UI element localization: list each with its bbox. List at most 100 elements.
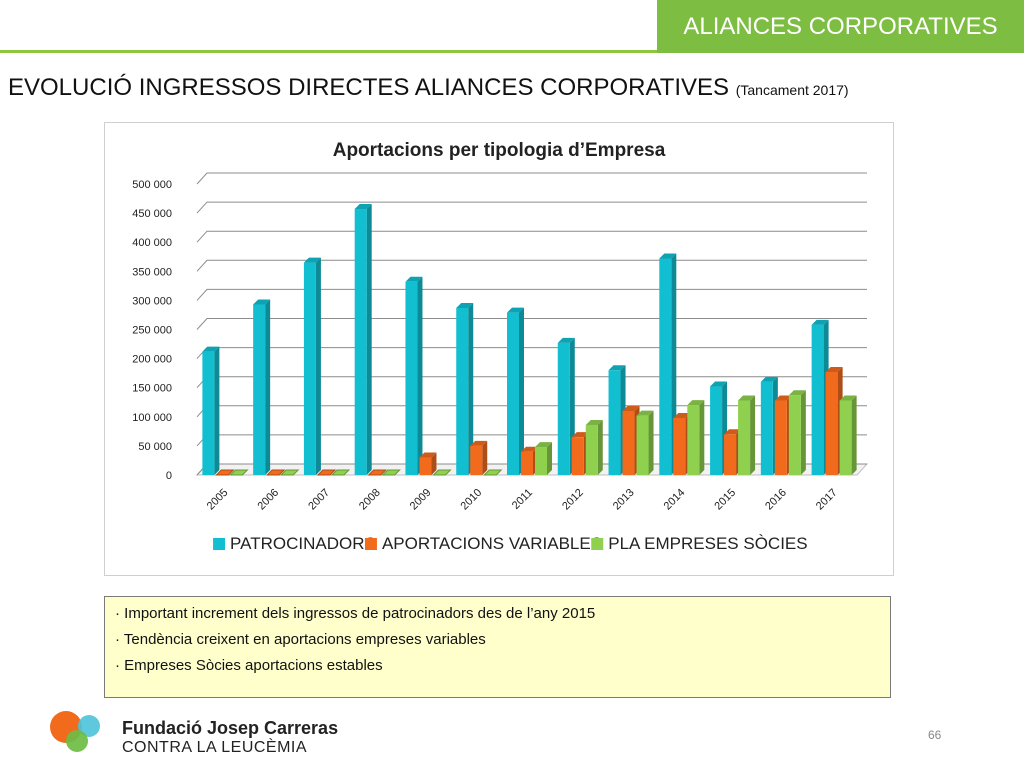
bar-side — [648, 410, 654, 475]
x-tick-label: 2017 — [814, 487, 840, 513]
chart-title: Aportacions per tipologia d’Empresa — [333, 140, 666, 161]
legend-swatch — [364, 538, 377, 550]
y-tick-label: 100 000 — [132, 412, 172, 424]
page-title-text: EVOLUCIÓ INGRESSOS DIRECTES ALIANCES COR… — [8, 74, 730, 101]
bar-top — [724, 429, 742, 435]
bar — [483, 469, 503, 476]
bar — [419, 457, 432, 475]
x-tick-label: 2016 — [763, 487, 789, 513]
bar-top — [456, 302, 474, 308]
bar — [673, 417, 686, 475]
bar-top — [521, 446, 538, 452]
y-tick-label: 300 000 — [132, 295, 172, 307]
bar-side — [214, 346, 220, 475]
bar-side — [519, 307, 524, 475]
bar — [774, 400, 787, 475]
bar-top — [825, 366, 843, 372]
bar — [456, 307, 469, 475]
notes-box: · Important increment dels ingressos de … — [104, 596, 891, 698]
bar-top — [253, 299, 271, 305]
bar — [354, 209, 367, 475]
bar — [229, 469, 249, 476]
gridline — [196, 318, 867, 330]
bar — [316, 469, 337, 476]
x-tick-label: 2010 — [459, 487, 485, 513]
section-label: ALIANCES CORPORATIVES — [683, 12, 998, 40]
x-tick-label: 2015 — [712, 487, 738, 513]
bar-side — [800, 390, 806, 475]
bar-top — [622, 405, 640, 411]
gridline — [196, 259, 867, 272]
x-tick-label: 2009 — [408, 487, 434, 513]
bar — [535, 447, 547, 475]
bar — [738, 400, 751, 475]
bar-chart: Aportacions per tipologia d’Empresa 0 50 0… — [132, 140, 869, 553]
bar — [507, 312, 519, 475]
bar-side — [417, 276, 423, 475]
bar — [636, 415, 649, 475]
x-tick-label: 2005 — [205, 487, 231, 513]
bar-side — [482, 440, 488, 475]
bar-side — [699, 400, 705, 475]
x-tick-label: 2007 — [306, 487, 332, 513]
bar — [432, 469, 452, 476]
gridline — [196, 201, 867, 214]
bar-top — [585, 419, 603, 425]
bar — [571, 437, 584, 475]
bar-top — [608, 365, 626, 371]
legend-label: APORTACIONS VARIABLES — [382, 534, 602, 553]
bar — [622, 410, 635, 475]
bar-side — [431, 452, 437, 475]
bar-top — [659, 253, 677, 259]
bar — [608, 370, 621, 475]
note-item: · Empreses Sòcies aportacions estables — [115, 657, 383, 674]
x-tick-label: 2008 — [357, 487, 383, 513]
x-tick-label: 2011 — [510, 487, 535, 512]
bar — [825, 371, 838, 475]
bar-side — [366, 204, 372, 475]
x-tick-label: 2006 — [255, 487, 281, 513]
y-tick-label: 400 000 — [132, 237, 172, 249]
x-tick-label: 2014 — [662, 487, 688, 513]
chart-frame: Aportacions per tipologia d’Empresa 0 50 0… — [104, 122, 894, 576]
bar-side — [597, 419, 603, 475]
page-number: 66 — [928, 728, 942, 742]
y-tick-label: 150 000 — [132, 383, 172, 395]
bar — [760, 381, 773, 475]
bar-top — [811, 319, 829, 325]
bar-side — [468, 302, 474, 475]
bar — [839, 400, 852, 475]
bar — [811, 324, 824, 475]
bar-top — [507, 307, 524, 313]
legend-swatch — [591, 538, 604, 550]
bar — [303, 262, 316, 475]
note-item: · Tendència creixent en aportacions empr… — [115, 631, 486, 648]
bar-top — [405, 276, 423, 282]
y-tick-label: 350 000 — [132, 266, 172, 278]
bar-top — [687, 400, 705, 406]
bar-top — [419, 452, 437, 458]
gridline — [196, 288, 867, 301]
gridline — [196, 172, 867, 185]
bar-top — [738, 395, 756, 401]
bar-top — [636, 410, 654, 416]
gridline — [196, 230, 867, 243]
bar-top — [202, 346, 220, 352]
bar-top — [571, 432, 589, 438]
y-tick-label: 250 000 — [132, 325, 172, 337]
header-rule — [0, 50, 1024, 53]
bar-top — [303, 257, 321, 263]
y-tick-label: 50 000 — [138, 441, 172, 453]
bar — [710, 386, 723, 475]
bar — [330, 469, 351, 476]
gridline — [196, 347, 867, 359]
y-tick-label: 0 — [166, 470, 172, 482]
logo-green-circle — [66, 730, 88, 752]
bar — [265, 469, 286, 476]
x-tick-label: 2012 — [560, 487, 586, 513]
note-item: · Important increment dels ingressos de … — [115, 605, 596, 622]
bar-side — [547, 442, 552, 475]
bar — [202, 351, 215, 475]
bar-side — [851, 395, 857, 475]
bar-top — [470, 440, 488, 446]
